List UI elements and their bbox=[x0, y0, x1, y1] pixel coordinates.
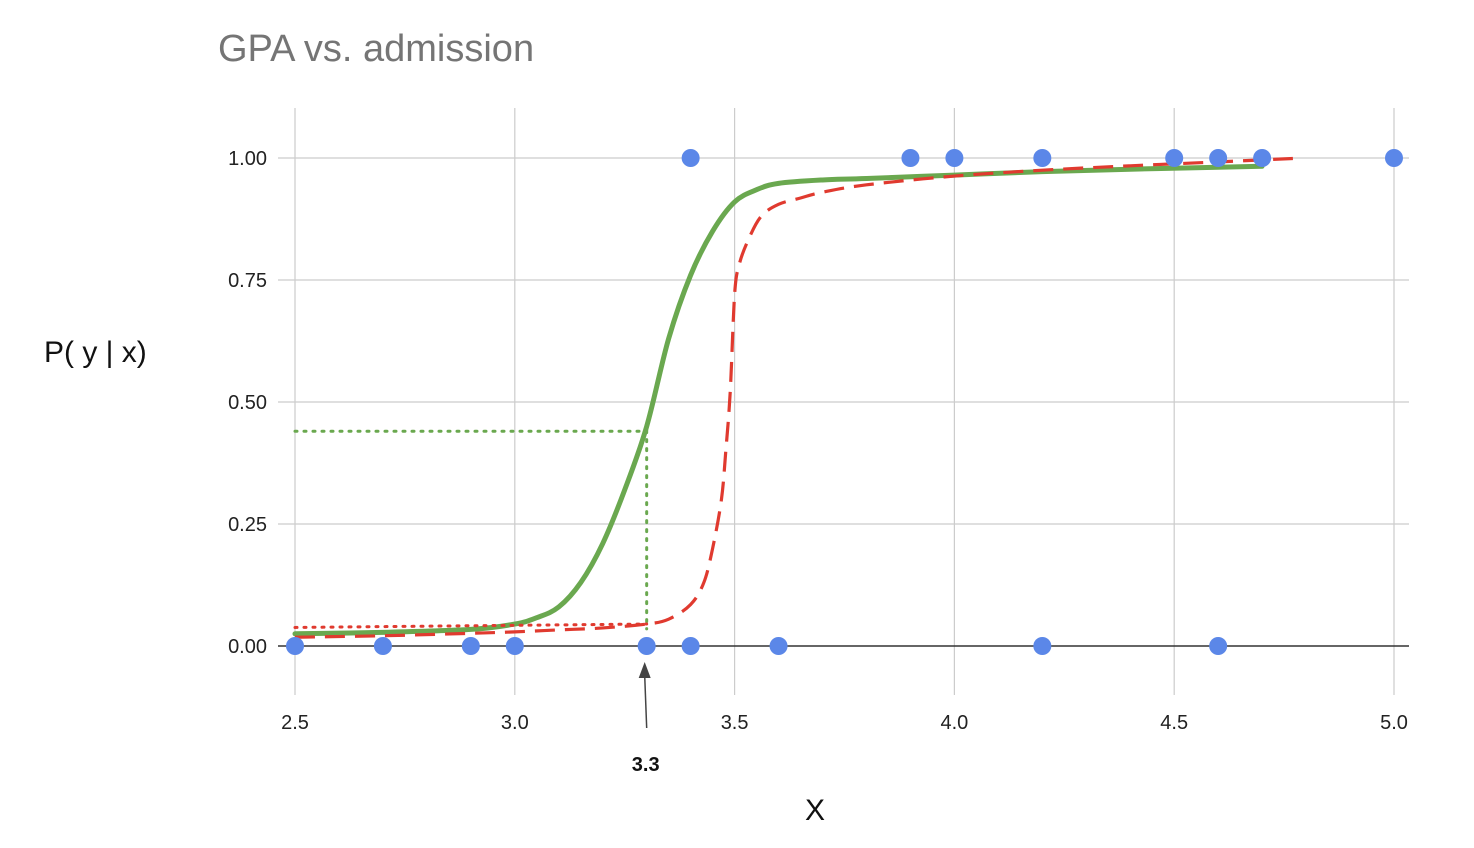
data-point bbox=[373, 637, 392, 655]
data-point bbox=[769, 637, 788, 655]
data-point bbox=[945, 149, 964, 167]
annotation: 3.3 bbox=[632, 662, 660, 776]
data-point bbox=[681, 637, 700, 655]
x-tick-label: 3.5 bbox=[721, 712, 749, 734]
guide-line-green-dotted bbox=[293, 429, 649, 631]
data-point bbox=[505, 637, 524, 655]
data-point bbox=[1165, 149, 1184, 167]
data-point bbox=[901, 149, 920, 167]
data-point bbox=[1253, 149, 1272, 167]
x-axis-ticks: 2.5 3.0 3.5 4.0 4.5 5.0 bbox=[281, 712, 1408, 734]
data-points bbox=[286, 149, 1403, 655]
x-axis-label: X bbox=[805, 794, 825, 827]
annotation-arrow-head bbox=[638, 662, 651, 678]
annotation-label: 3.3 bbox=[632, 754, 660, 776]
y-tick-label: 0.00 bbox=[228, 636, 267, 658]
data-point bbox=[681, 149, 700, 167]
curves bbox=[292, 156, 1293, 639]
x-tick-label: 4.0 bbox=[940, 712, 968, 734]
data-point bbox=[461, 637, 480, 655]
data-point bbox=[1209, 149, 1228, 167]
y-tick-label: 0.75 bbox=[228, 270, 267, 292]
data-point bbox=[286, 637, 304, 655]
data-point bbox=[1385, 149, 1403, 167]
series-line-green-solid bbox=[292, 163, 1265, 637]
grid bbox=[278, 108, 1409, 695]
annotation-arrow bbox=[643, 674, 648, 729]
y-tick-label: 1.00 bbox=[228, 148, 267, 170]
chart-title: GPA vs. admission bbox=[218, 28, 534, 70]
data-point bbox=[1033, 637, 1052, 655]
guide-lines bbox=[293, 429, 649, 631]
y-axis-ticks: 0.00 0.25 0.50 0.75 1.00 bbox=[228, 148, 267, 658]
x-tick-label: 5.0 bbox=[1380, 712, 1408, 734]
x-tick-label: 4.5 bbox=[1160, 712, 1188, 734]
data-point bbox=[1033, 149, 1052, 167]
y-tick-label: 0.25 bbox=[228, 514, 267, 536]
x-tick-label: 2.5 bbox=[281, 712, 309, 734]
data-point bbox=[1209, 637, 1228, 655]
series-line-red-dashed bbox=[294, 156, 1293, 639]
y-tick-label: 0.50 bbox=[228, 392, 267, 414]
x-tick-label: 3.0 bbox=[501, 712, 529, 734]
y-axis-label: P( y | x) bbox=[44, 336, 147, 369]
data-point bbox=[637, 637, 656, 655]
